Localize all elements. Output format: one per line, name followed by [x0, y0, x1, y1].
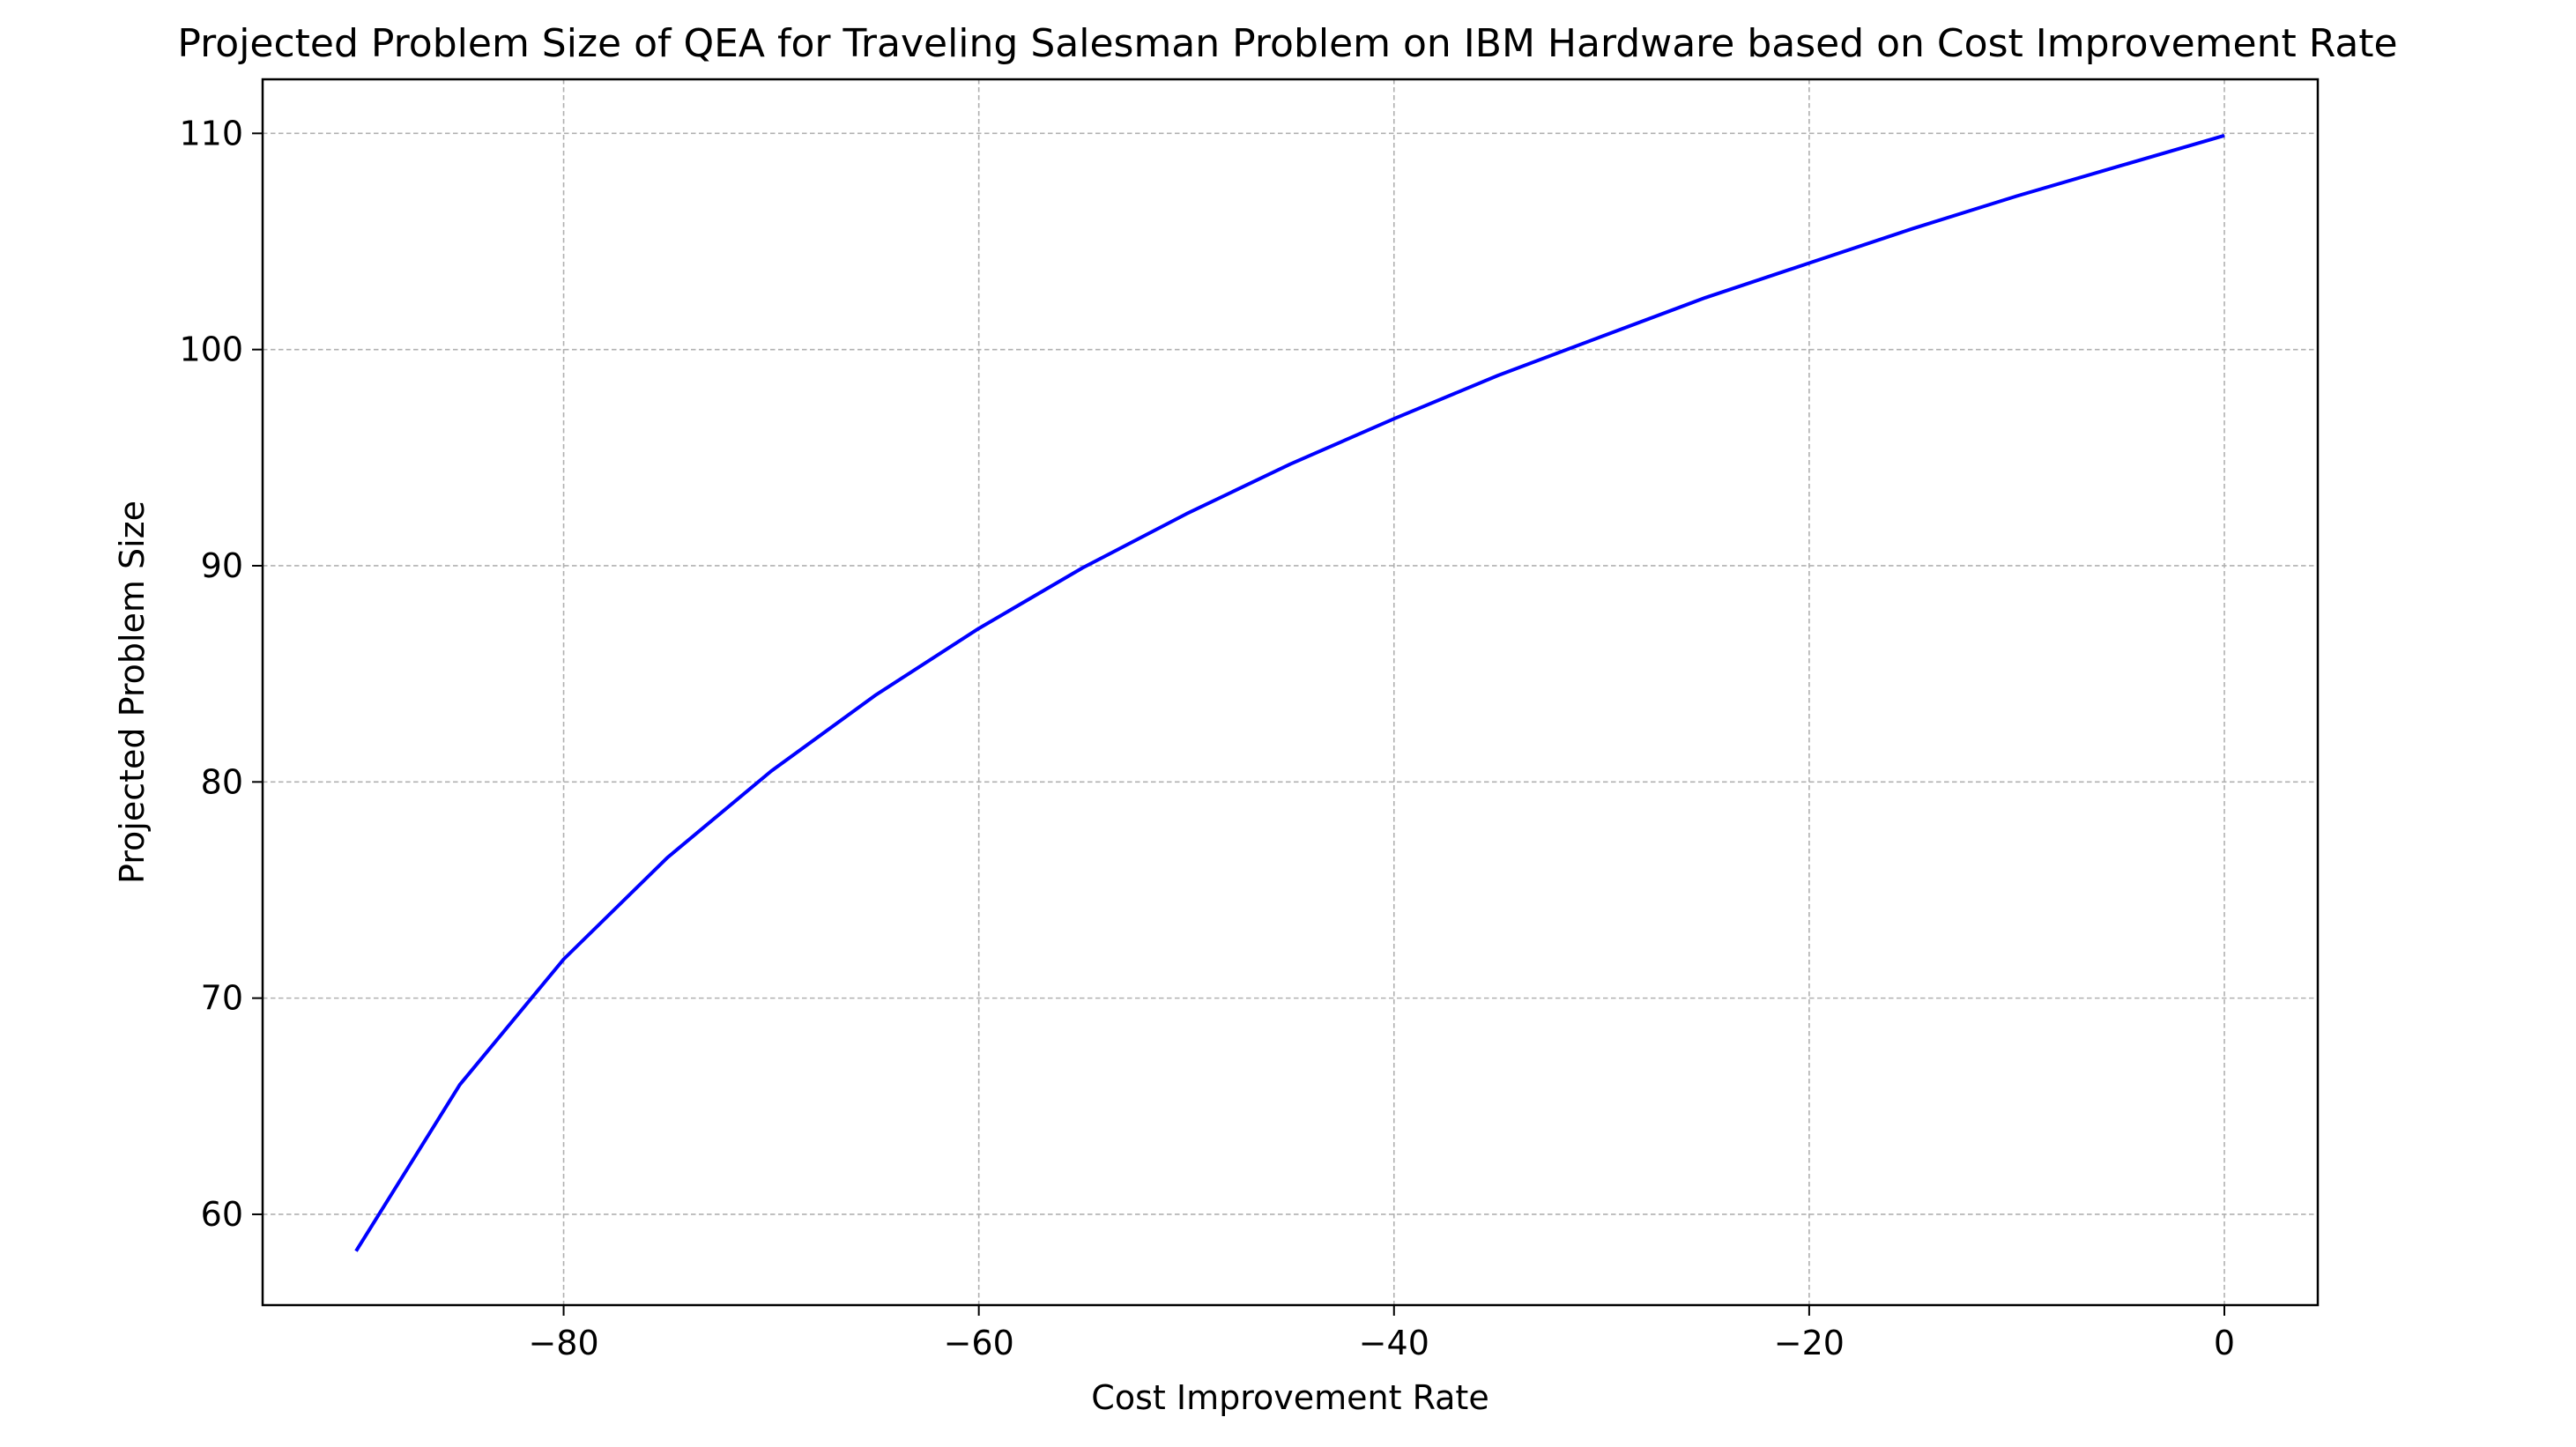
series-lines	[354, 133, 2225, 1252]
x-tick-label: 0	[2214, 1324, 2235, 1362]
chart-title: Projected Problem Size of QEA for Travel…	[177, 21, 2397, 66]
y-tick-label: 70	[201, 979, 243, 1018]
y-tick-label: 80	[201, 762, 243, 801]
x-tick-label: −80	[528, 1324, 598, 1362]
x-tick-label: −40	[1359, 1324, 1429, 1362]
y-axis-label: Projected Problem Size	[113, 501, 152, 884]
y-tick-label: 100	[179, 330, 243, 369]
y-tick-label: 110	[179, 114, 243, 152]
x-tick-label: −60	[944, 1324, 1014, 1362]
y-tick-label: 90	[201, 546, 243, 585]
grid-lines	[263, 79, 2318, 1305]
x-tick-label: −20	[1774, 1324, 1845, 1362]
x-axis-label: Cost Improvement Rate	[1091, 1378, 1488, 1417]
y-tick-label: 60	[201, 1195, 243, 1234]
axis-ticks: −80 −60 −40 −20 0 60 70 80 90 100 110	[179, 114, 2235, 1362]
series-line	[354, 133, 2225, 1252]
plot-area-frame	[261, 78, 2320, 1307]
